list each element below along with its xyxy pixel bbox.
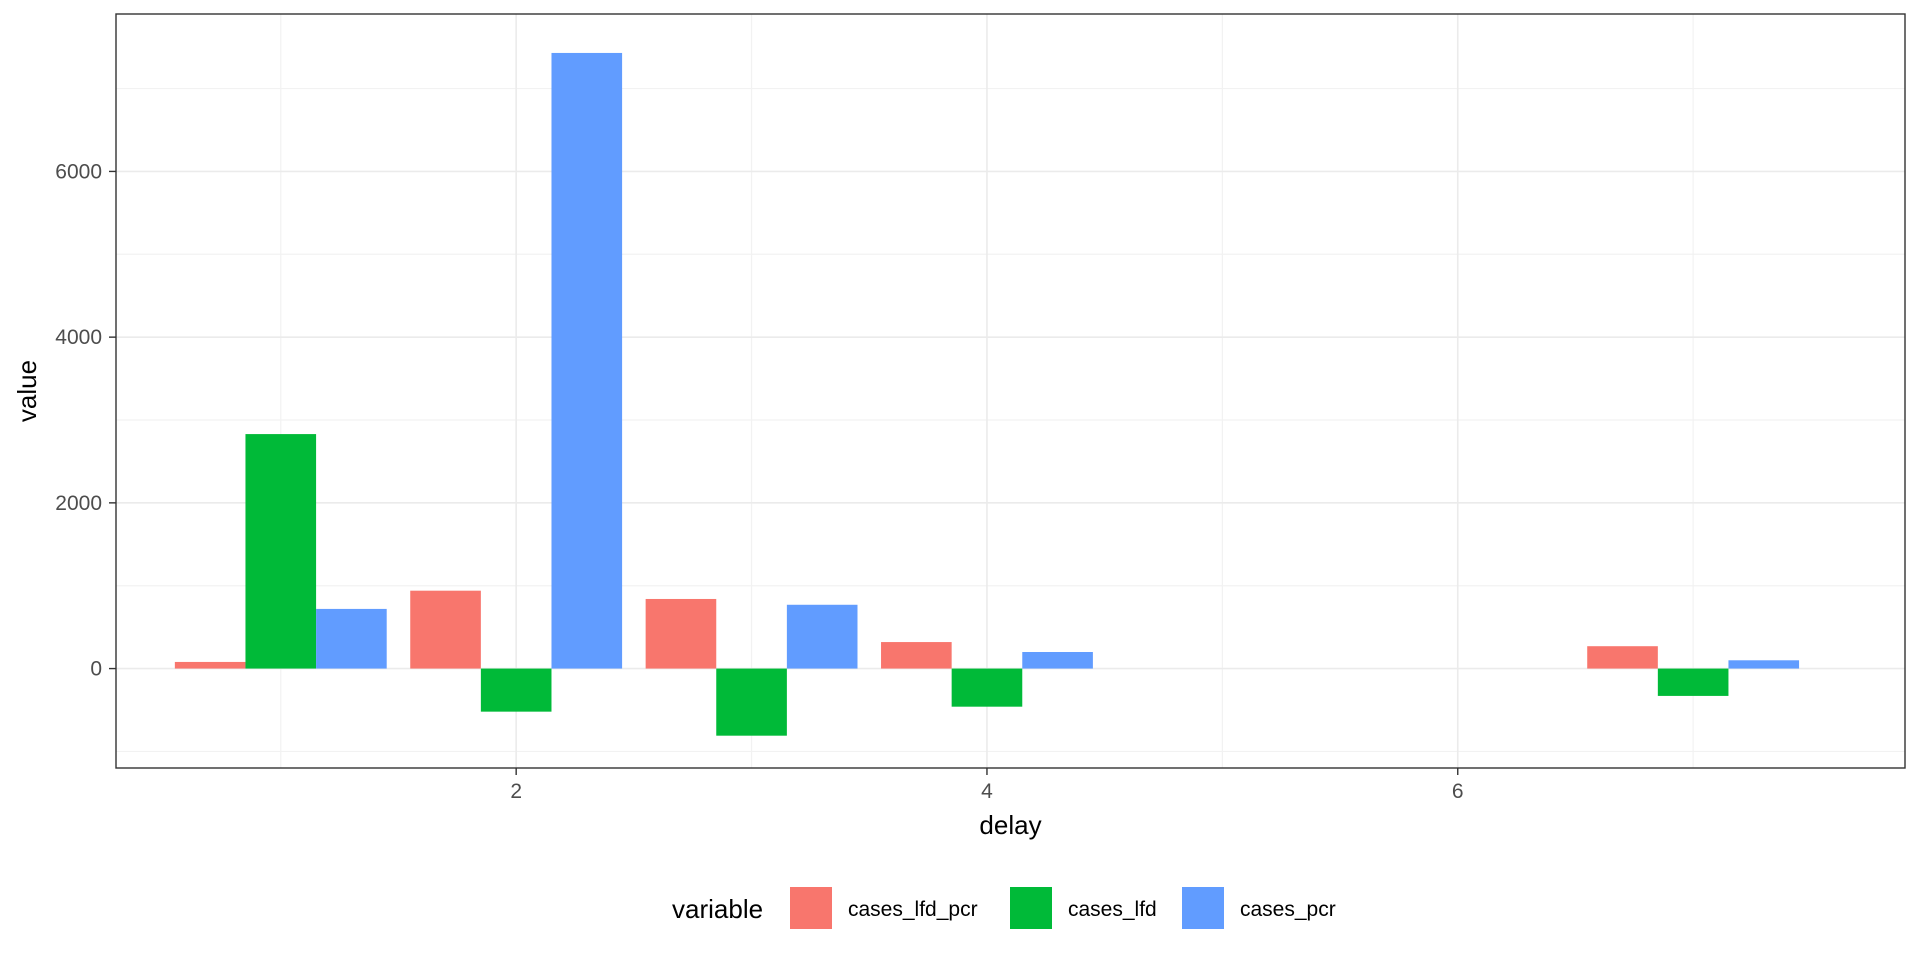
y-axis-ticks: 0 2000 4000 6000 (55, 160, 116, 681)
bar-cases_lfd-delay-3 (716, 668, 787, 736)
bar-cases_pcr-delay-1 (316, 608, 387, 669)
legend-key-cases_lfd (1010, 887, 1052, 929)
bar-cases_lfd-delay-2 (480, 668, 552, 712)
bar-cases_pcr-delay-3 (786, 604, 858, 669)
legend-label-cases_lfd: cases_lfd (1068, 898, 1157, 921)
y-tick-label: 0 (90, 658, 102, 681)
bar-cases_lfd_pcr-delay-4 (881, 642, 952, 669)
bars (174, 52, 1800, 736)
legend-label-cases_lfd_pcr: cases_lfd_pcr (848, 898, 978, 921)
bar-cases_lfd-delay-4 (951, 668, 1023, 707)
legend-items: cases_lfd_pcr cases_lfd cases_pcr (790, 887, 1336, 929)
bar-cases_pcr-delay-7 (1728, 660, 1800, 669)
x-tick-label: 4 (981, 780, 993, 803)
bar-cases_pcr-delay-4 (1022, 652, 1093, 669)
y-tick-label: 4000 (55, 326, 102, 349)
bar-cases_pcr-delay-2 (551, 52, 623, 669)
legend: variable cases_lfd_pcr cases_lfd cases_pcr (672, 887, 1336, 929)
panel-border (115, 13, 1906, 769)
legend-title: variable (672, 894, 763, 924)
x-axis-title: delay (979, 810, 1041, 840)
bar-cases_lfd-delay-7 (1657, 668, 1729, 696)
y-tick-label: 2000 (55, 492, 102, 515)
x-tick-label: 6 (1452, 780, 1464, 803)
bar-cases_lfd-delay-1 (245, 434, 317, 669)
y-axis-title: value (12, 360, 42, 422)
bar-cases_lfd_pcr-delay-3 (645, 598, 717, 669)
legend-label-cases_pcr: cases_pcr (1240, 898, 1336, 921)
legend-key-cases_lfd_pcr (790, 887, 832, 929)
legend-key-cases_pcr (1182, 887, 1224, 929)
x-axis-ticks: 2 4 6 (510, 768, 1464, 803)
bar-cases_lfd_pcr-delay-1 (174, 661, 246, 669)
x-tick-label: 2 (510, 780, 522, 803)
y-tick-label: 6000 (55, 160, 102, 183)
bar-cases_lfd_pcr-delay-2 (410, 590, 481, 669)
bar-cases_lfd_pcr-delay-7 (1587, 646, 1658, 669)
minor-gridlines (116, 14, 1905, 768)
